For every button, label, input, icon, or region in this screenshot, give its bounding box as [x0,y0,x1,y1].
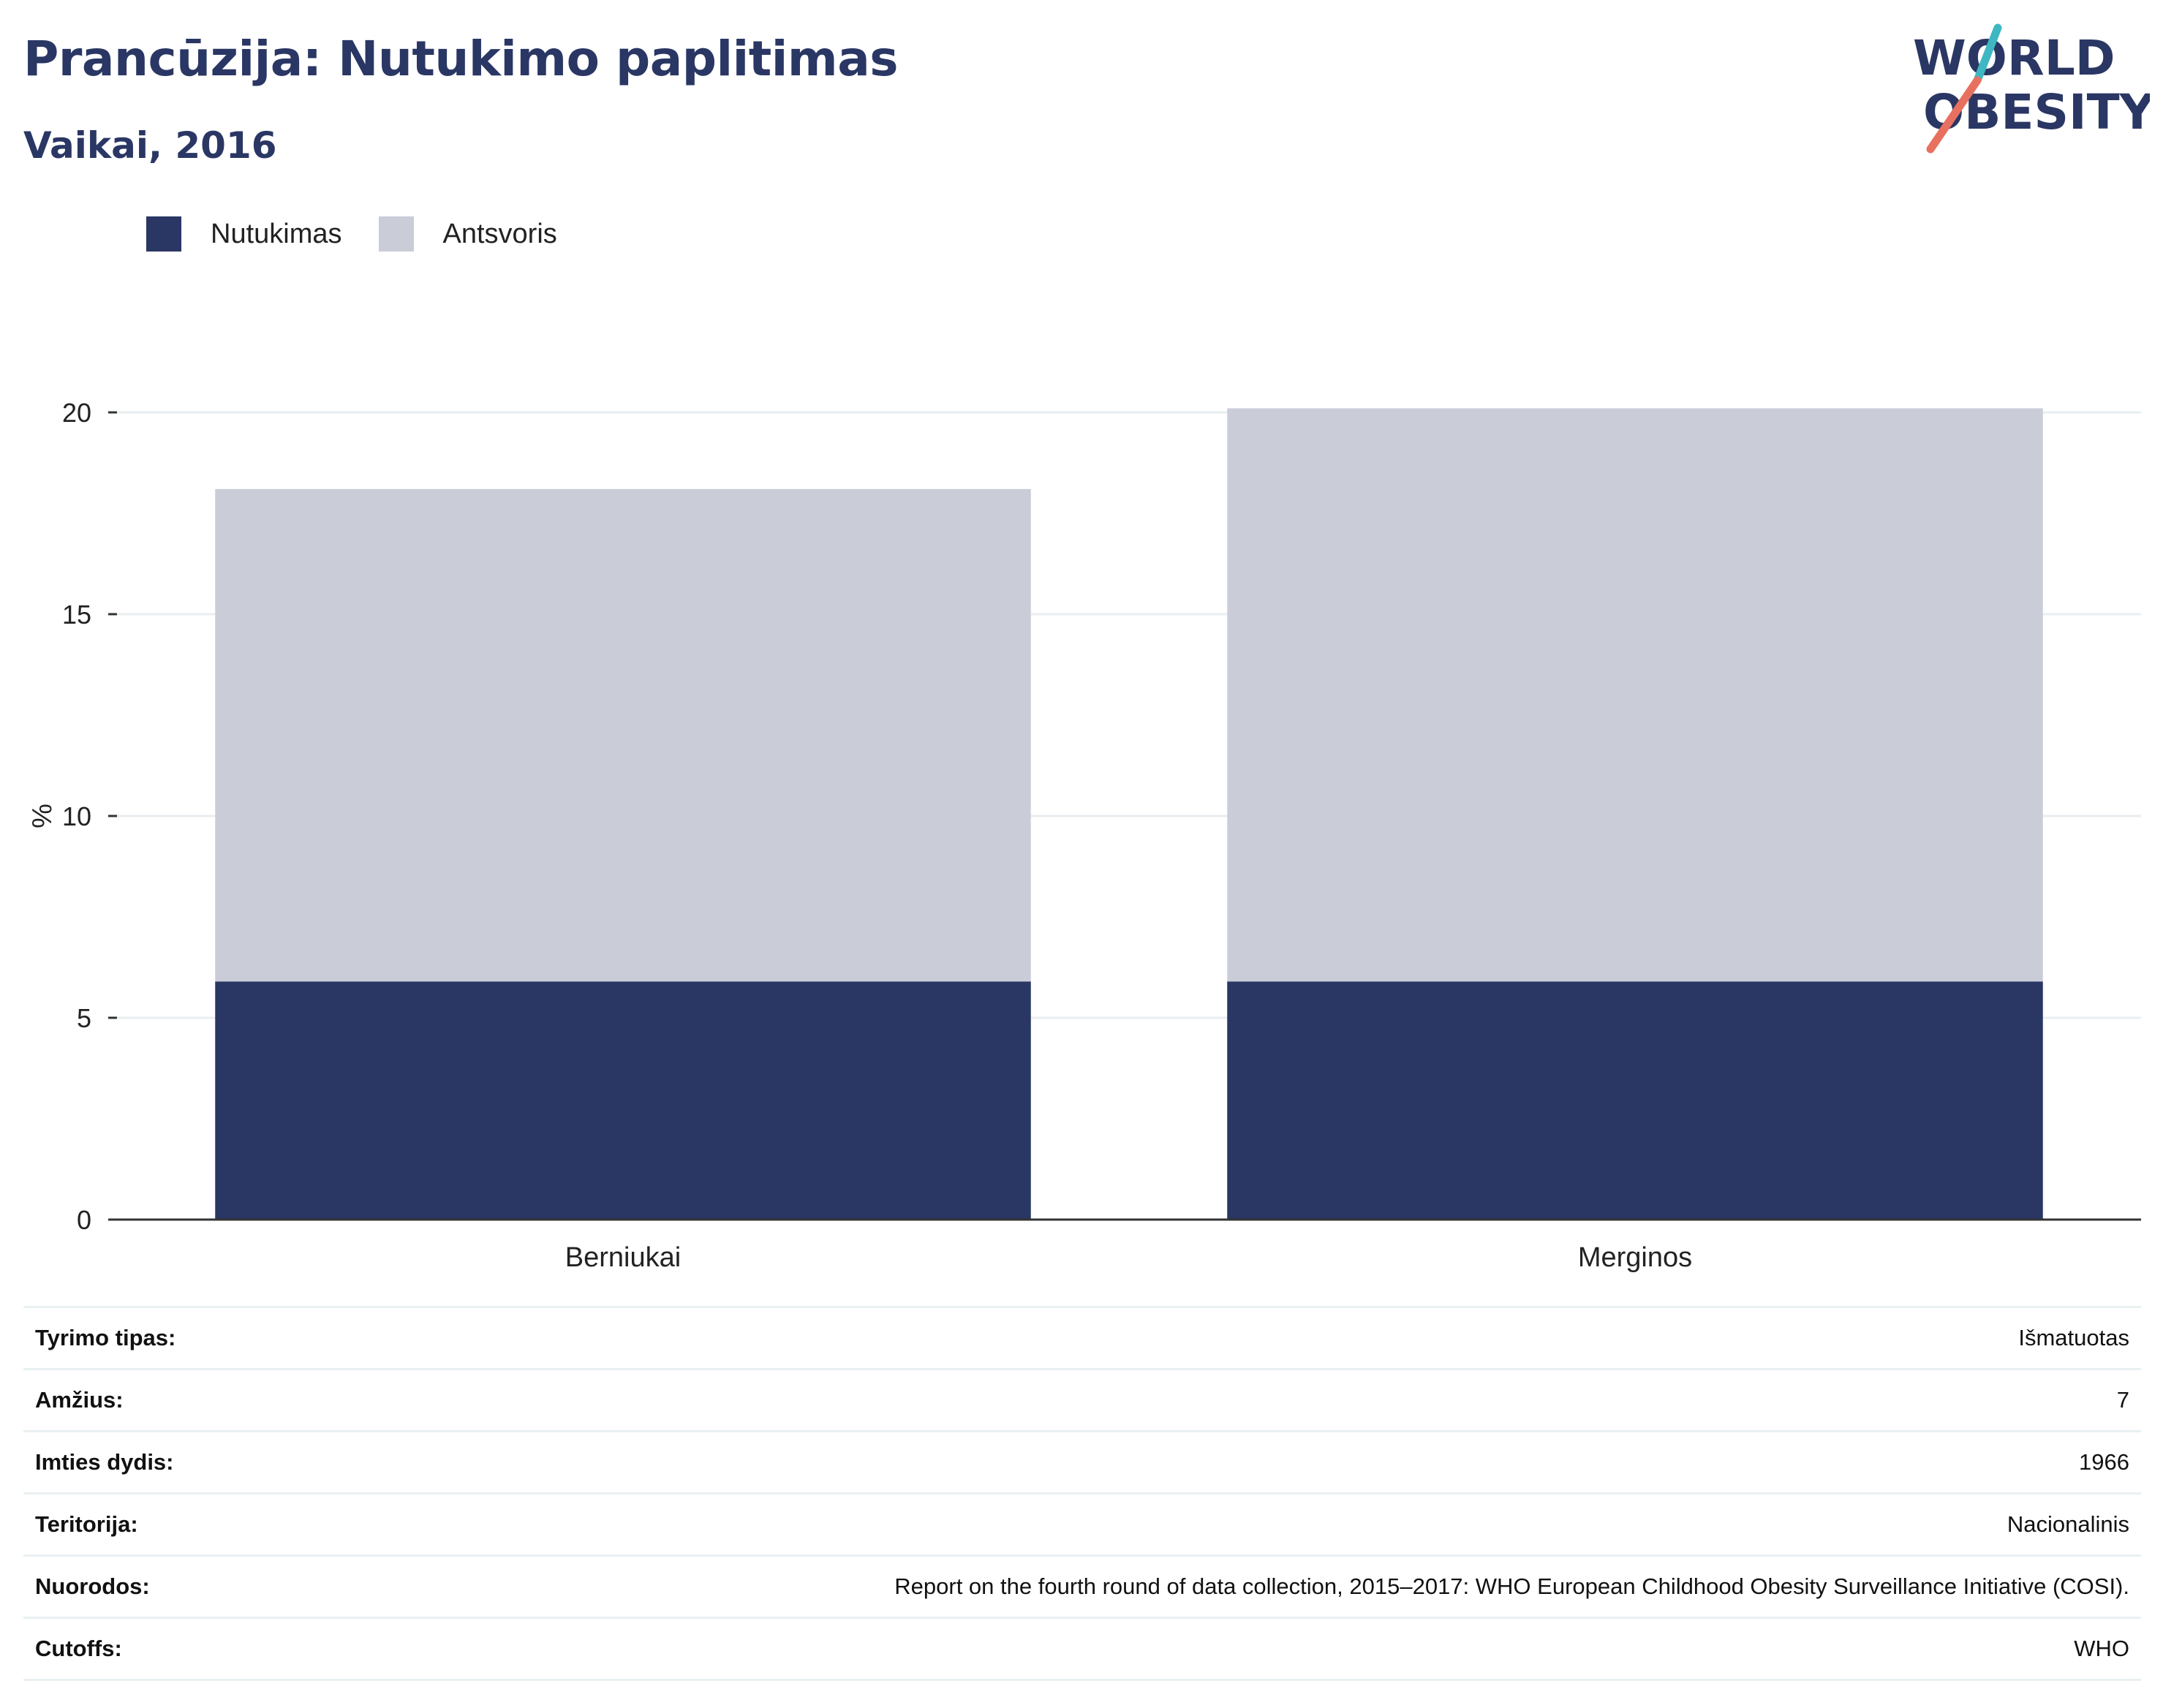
logo-text-obesity: OBESITY [1923,84,2150,140]
bar-segment [215,488,1031,982]
y-tick-label: 0 [77,1205,91,1235]
y-tick-label: 10 [62,801,91,831]
bars [215,408,2043,1220]
legend-label-overweight: Antsvoris [442,218,557,249]
x-tick-label: Merginos [1578,1242,1692,1273]
legend-swatch-overweight [378,216,414,252]
y-tick-label: 5 [77,1003,91,1033]
details-label: Teritorija: [35,1511,138,1537]
logo-slash-teal [1973,23,2002,85]
logo-slash-coral [1926,76,1982,154]
details-label: Imties dydis: [35,1449,174,1475]
y-tick-label: 20 [62,398,91,428]
chart-subtitle: Vaikai, 2016 [23,124,277,167]
details-row-references: Nuorodos: Report on the fourth round of … [23,1554,2141,1617]
details-label: Amžius: [35,1387,124,1413]
details-value: 7 [2116,1387,2129,1413]
x-tick-label: Berniukai [565,1242,681,1273]
details-row-sample-size: Imties dydis: 1966 [23,1430,2141,1492]
details-value: Report on the fourth round of data colle… [894,1573,2129,1599]
y-tick-label: 15 [62,600,91,630]
details-value: Nacionalinis [2007,1511,2129,1537]
details-label: Cutoffs: [35,1636,122,1661]
details-row-survey-type: Tyrimo tipas: Išmatuotas [23,1306,2141,1368]
bar-segment [1227,408,2043,982]
axes: 0 5 10 15 20 Berniukai Merginos% [27,398,2141,1273]
details-row-cutoffs: Cutoffs: WHO [23,1617,2141,1681]
legend-item-obesity: Nutukimas [146,216,342,252]
chart-title: Prancūzija: Nutukimo paplitimas [23,31,899,87]
bar-segment [215,981,1031,1220]
details-value: WHO [2074,1636,2129,1661]
bar-segment [1227,981,2043,1220]
details-row-territory: Teritorija: Nacionalinis [23,1492,2141,1554]
details-row-age: Amžius: 7 [23,1368,2141,1430]
stacked-bar-chart: 0 5 10 15 20 Berniukai Merginos% [27,398,2141,1273]
details-label: Tyrimo tipas: [35,1325,176,1350]
y-axis-label: % [27,804,58,828]
details-value: 1966 [2079,1449,2129,1475]
details-table: Tyrimo tipas: Išmatuotas Amžius: 7 Imtie… [23,1306,2141,1681]
logo-text-world: WORLD [1913,30,2115,86]
legend: Nutukimas Antsvoris [146,216,594,252]
legend-swatch-obesity [146,216,181,252]
world-obesity-logo: WORLD OBESITY [1913,23,2150,154]
details-label: Nuorodos: [35,1573,150,1599]
legend-item-overweight: Antsvoris [378,216,557,252]
details-value: Išmatuotas [2018,1325,2129,1350]
legend-label-obesity: Nutukimas [211,218,342,249]
